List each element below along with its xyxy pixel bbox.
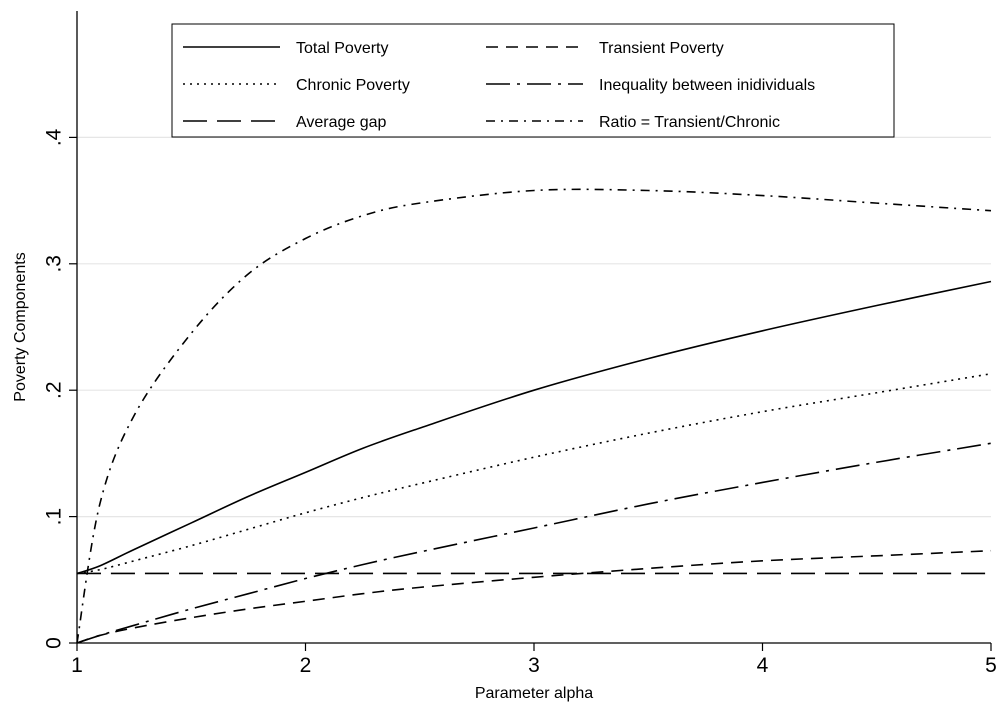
y-tick-label-2: .2 xyxy=(42,381,65,399)
series-line-transient-poverty xyxy=(76,549,992,644)
y-tick-label-3: .3 xyxy=(42,255,65,273)
y-tick-label-0: 0 xyxy=(42,637,65,649)
legend-label-average-gap: Average gap xyxy=(296,114,387,131)
series-lines xyxy=(76,188,992,644)
x-tick-label-2: 3 xyxy=(528,654,540,677)
series-line-inequality-between-inidividuals xyxy=(76,442,992,644)
x-axis-title: Parameter alpha xyxy=(475,685,593,702)
series-line-total-poverty xyxy=(76,280,992,575)
x-tick-label-0: 1 xyxy=(71,654,83,677)
axis-ticks: 0 .1 .2 .3 .4 1 2 3 4 5 xyxy=(42,128,996,677)
x-tick-label-4: 5 xyxy=(985,654,997,677)
x-tick-label-1: 2 xyxy=(300,654,312,677)
legend-label-ratio-transient-chronic: Ratio = Transient/Chronic xyxy=(599,114,780,131)
y-axis-title: Poverty Components xyxy=(12,252,29,401)
legend-label-chronic-poverty: Chronic Poverty xyxy=(296,77,410,94)
legend-label-total-poverty: Total Poverty xyxy=(296,40,388,57)
x-tick-label-3: 4 xyxy=(757,654,769,677)
y-tick-label-1: .1 xyxy=(42,508,65,526)
legend-label-inequality-between-inidividuals: Inequality between inidividuals xyxy=(599,77,815,94)
legend-box xyxy=(171,23,895,138)
legend-label-transient-poverty: Transient Poverty xyxy=(599,40,724,57)
y-tick-label-4: .4 xyxy=(42,128,65,146)
legend: Total Poverty Transient Poverty Chronic Po… xyxy=(171,23,895,138)
series-line-ratio-transient-chronic xyxy=(76,188,992,644)
